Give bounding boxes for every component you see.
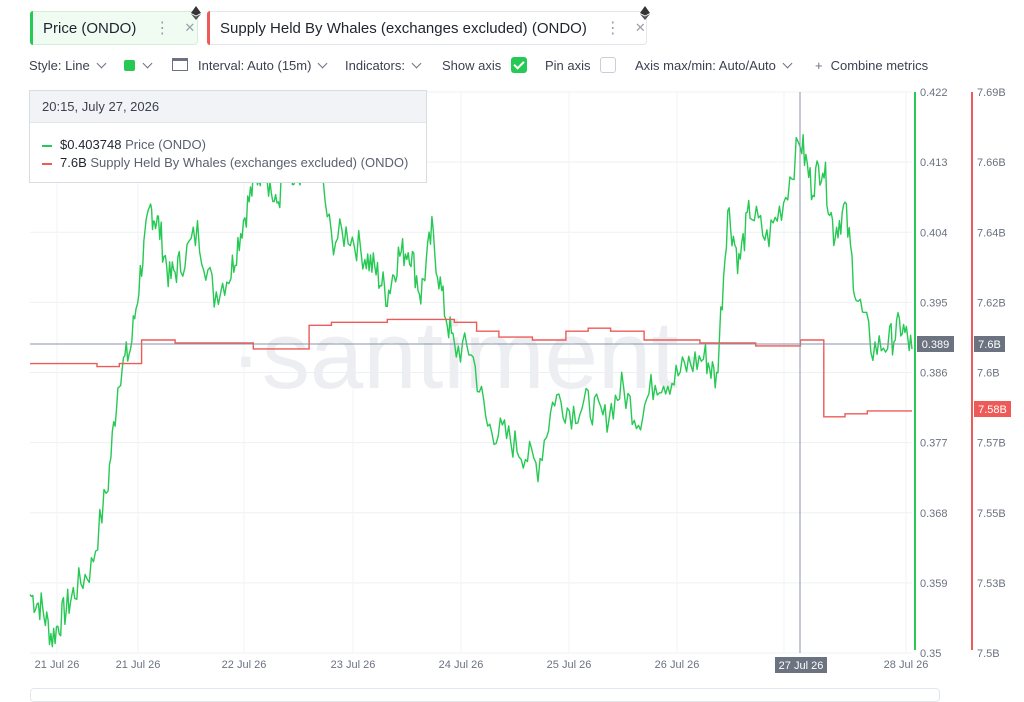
show-axis-label: Show axis (442, 58, 502, 73)
supply-tick-label: 7.6B (977, 368, 1000, 380)
show-axis-checkbox[interactable] (511, 57, 527, 73)
supply-tick-label: 7.55B (977, 508, 1006, 520)
pin-axis-label: Pin axis (545, 58, 591, 73)
price-tick-label: 0.422 (920, 87, 948, 99)
price-tick-label: 0.35 (920, 648, 941, 660)
indicators-select[interactable]: Indicators: (345, 58, 422, 73)
whale-supply-line (30, 318, 912, 418)
style-label: Style: Line (29, 58, 90, 73)
supply-legend-swatch (42, 162, 52, 165)
more-options-icon[interactable]: ⋮ (154, 20, 171, 37)
tooltip-row-price: $0.403748 Price (ONDO) (42, 137, 206, 152)
price-tick-label: 0.368 (920, 508, 948, 520)
x-tick-label: 25 Jul 26 (547, 659, 592, 671)
x-tick-label: 23 Jul 26 (331, 659, 376, 671)
supply-tick-label: 7.62B (977, 297, 1006, 309)
indicators-label: Indicators: (345, 58, 405, 73)
chart-scrollbar[interactable] (30, 688, 940, 702)
chart-grid (30, 91, 912, 654)
metric-tag-price[interactable]: Price (ONDO) ⋮ ✕ (30, 6, 201, 45)
ethereum-icon (191, 6, 201, 20)
supply-tick-label: 7.69B (977, 87, 1006, 99)
supply-tick-label: 7.66B (977, 157, 1006, 169)
price-legend-swatch (42, 144, 52, 147)
chart-lines (29, 128, 913, 648)
chart-toolbar: Style: Line Interval: Auto (15m) Indicat… (0, 56, 1024, 78)
ethereum-icon (640, 6, 650, 20)
pin-axis-checkbox[interactable] (600, 57, 616, 73)
supply-tick-label: 7.53B (977, 578, 1006, 590)
close-icon[interactable]: ✕ (634, 20, 646, 35)
price-tick-label: 0.377 (920, 438, 948, 450)
metric-color-bar (207, 11, 210, 45)
tooltip-datetime: 20:15, July 27, 2026 (30, 91, 426, 123)
price-tick-label: 0.413 (920, 157, 948, 169)
axis-maxmin-select[interactable]: Axis max/min: Auto/Auto (635, 58, 793, 73)
metric-tag-whale-supply[interactable]: Supply Held By Whales (exchanges exclude… (207, 6, 650, 45)
tooltip-metric-name: Supply Held By Whales (exchanges exclude… (90, 155, 409, 170)
x-tick-label: 26 Jul 26 (655, 659, 700, 671)
chart-tooltip: 20:15, July 27, 2026 $0.403748 Price (ON… (29, 90, 427, 183)
tooltip-metric-name: Price (ONDO) (125, 137, 206, 152)
x-tick-label: 24 Jul 26 (439, 659, 484, 671)
close-icon[interactable]: ✕ (184, 20, 196, 35)
plus-icon: + (815, 58, 823, 73)
axis-maxmin-label: Axis max/min: Auto/Auto (635, 58, 776, 73)
supply-marker-label: 7.58B (978, 404, 1007, 416)
supply-tick-label: 7.57B (977, 438, 1006, 450)
x-tick-label: 22 Jul 26 (222, 659, 267, 671)
tooltip-value: $0.403748 (60, 137, 122, 152)
style-select[interactable]: Style: Line (29, 58, 107, 73)
crosshair (30, 92, 912, 653)
color-swatch[interactable] (124, 60, 135, 71)
x-tick-label: 28 Jul 26 (884, 659, 929, 671)
combine-metrics-label: Combine metrics (830, 58, 929, 73)
price-current-label: 0.389 (922, 339, 950, 351)
crosshair-x-label: 27 Jul 26 (779, 660, 824, 672)
tooltip-row-supply: 7.6B Supply Held By Whales (exchanges ex… (42, 155, 408, 170)
price-tick-label: 0.404 (920, 227, 948, 239)
supply-tick-label: 7.5B (977, 648, 1000, 660)
x-tick-label: 21 Jul 26 (35, 659, 80, 671)
price-tick-label: 0.359 (920, 578, 948, 590)
supply-marker-badge (974, 401, 1011, 417)
price-current-badge (917, 336, 954, 352)
x-tick-label: 21 Jul 26 (116, 659, 161, 671)
tooltip-value: 7.6B (60, 155, 87, 170)
combine-metrics-button[interactable]: + Combine metrics (815, 58, 928, 73)
supply-current-label: 7.6B (978, 339, 1001, 351)
interval-select[interactable]: Interval: Auto (15m) (198, 58, 328, 73)
calendar-icon (172, 58, 188, 71)
price-tick-label: 0.395 (920, 297, 948, 309)
crosshair-x-badge (775, 657, 827, 673)
interval-label: Interval: Auto (15m) (198, 58, 312, 73)
price-tick-label: 0.386 (920, 368, 948, 380)
metric-tag-label: Price (ONDO) (43, 19, 137, 37)
supply-tick-label: 7.64B (977, 227, 1006, 239)
price-line (29, 128, 913, 648)
metric-color-bar (30, 11, 33, 45)
chart-axes: 0.422 0.413 0.404 0.395 0.386 0.377 0.368 0.359… (35, 87, 1011, 673)
metric-tag-label: Supply Held By Whales (exchanges exclude… (220, 19, 587, 37)
more-options-icon[interactable]: ⋮ (604, 20, 621, 37)
supply-current-badge (974, 336, 1005, 352)
